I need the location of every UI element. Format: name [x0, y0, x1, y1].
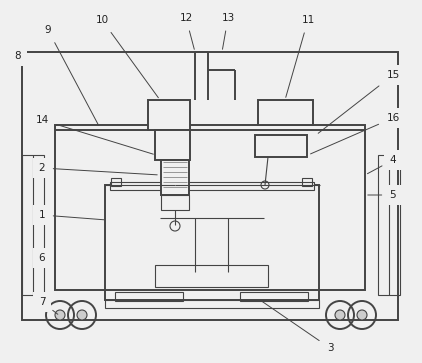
Bar	[155, 265, 268, 287]
Text: 14: 14	[35, 115, 153, 154]
Text: 13: 13	[222, 13, 235, 49]
Bar	[105, 300, 319, 308]
Circle shape	[55, 310, 65, 320]
Bar	[155, 130, 190, 160]
Text: 10: 10	[95, 15, 158, 98]
Text: 2: 2	[39, 163, 157, 175]
Bar	[255, 135, 307, 157]
Bar	[105, 185, 319, 300]
Text: 16: 16	[311, 113, 400, 154]
Text: 5: 5	[368, 190, 396, 200]
Bar	[161, 160, 189, 195]
Bar	[258, 100, 313, 125]
Bar	[110, 182, 314, 190]
Bar	[22, 52, 398, 320]
Bar	[302, 178, 312, 186]
Circle shape	[335, 310, 345, 320]
Text: 9: 9	[45, 25, 99, 126]
Text: 3: 3	[262, 302, 333, 353]
Text: 8: 8	[15, 51, 22, 70]
Bar	[378, 155, 400, 295]
Bar	[111, 178, 121, 186]
Text: 12: 12	[179, 13, 194, 49]
Circle shape	[357, 310, 367, 320]
Circle shape	[77, 310, 87, 320]
Text: 7: 7	[39, 297, 58, 314]
Bar	[55, 125, 365, 290]
Bar	[22, 155, 44, 295]
Text: 11: 11	[286, 15, 315, 97]
Bar	[240, 292, 308, 301]
Text: 1: 1	[39, 210, 104, 220]
Bar	[148, 100, 190, 130]
Text: 4: 4	[368, 155, 396, 174]
Bar	[115, 292, 183, 301]
Text: 15: 15	[318, 70, 400, 133]
Text: 6: 6	[39, 253, 45, 263]
Bar	[161, 195, 189, 210]
